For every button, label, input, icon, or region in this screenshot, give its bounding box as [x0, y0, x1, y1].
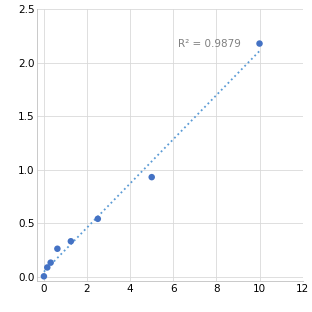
- Text: R² = 0.9879: R² = 0.9879: [178, 39, 241, 49]
- Point: [55, 246, 60, 251]
- Point: [48, 260, 53, 265]
- Point: [41, 274, 46, 279]
- Point: [149, 175, 154, 180]
- Point: [95, 216, 100, 221]
- Point: [68, 239, 73, 244]
- Point: [257, 41, 262, 46]
- Point: [45, 265, 50, 270]
